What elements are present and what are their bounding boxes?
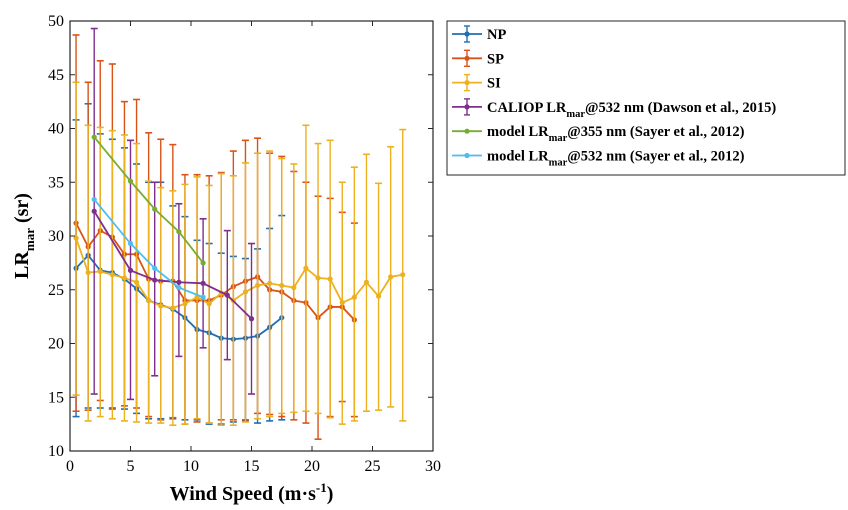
series-5 [91,196,206,300]
data-point [158,303,164,309]
data-point [327,276,333,282]
x-axis-title: Wind Speed (m·s-1) [170,480,334,505]
data-point [127,178,134,184]
x-tick-label: 20 [304,458,320,475]
data-point [400,272,406,278]
y-tick-label: 40 [48,121,64,138]
data-point [388,274,394,280]
data-point [127,267,134,273]
data-point [315,275,321,281]
data-point [152,265,158,271]
data-point [200,260,206,266]
x-tick-label: 15 [244,458,260,475]
x-tick-label: 5 [127,458,135,475]
legend-label: model LRmar@532 nm (Sayer et al., 2012) [487,149,745,169]
y-tick-label: 50 [48,13,64,30]
data-point [254,282,261,289]
data-point [146,297,152,304]
data-point [97,268,103,275]
data-point [182,301,188,307]
legend-label: model LRmar@355 nm (Sayer et al., 2012) [487,124,745,144]
data-point [170,305,176,311]
data-point [351,294,357,300]
legend-swatch-marker [464,55,470,61]
data-point [206,301,212,307]
legend-label: CALIOP LRmar@532 nm (Dawson et al., 2015… [487,100,776,120]
data-point [224,292,230,298]
legend-swatch-marker [464,128,470,134]
data-point [248,316,255,322]
y-tick-label: 25 [48,282,64,299]
y-tick-label: 35 [48,174,64,191]
legend-box [446,20,846,176]
legend-swatch-marker [464,104,470,110]
series-4 [91,134,206,266]
legend-swatch-marker [464,80,470,86]
legend-swatch-marker [464,31,470,37]
data-point [152,277,158,283]
legend-label: NP [487,27,506,43]
data-point [242,289,249,295]
legend-label: SP [487,51,504,67]
axis-ticks [69,20,434,452]
data-point [375,293,382,299]
legend: NP SP SI CALIOP LRmar@532 nm (Dawson et al.… [446,20,846,176]
x-tick-label: 30 [425,458,441,475]
data-point [291,285,297,291]
y-tick-label: 30 [48,228,64,245]
data-point [121,275,128,281]
y-tick-label: 20 [48,336,64,353]
series-1 [72,34,358,440]
x-tick-label: 25 [365,458,381,475]
legend-label: SI [487,76,501,92]
data-point [339,300,345,306]
legend-swatch-marker [464,152,470,159]
data-point [91,196,97,203]
y-tick-label: 45 [48,67,64,84]
plot-area [72,27,407,440]
data-point [127,240,134,247]
x-tick-label: 10 [183,458,199,475]
y-tick-label: 15 [48,389,64,406]
y-axis-title: LRmar (sr) [11,193,37,279]
data-point [85,269,91,276]
data-point [200,280,206,286]
data-point [303,265,309,271]
x-tick-label: 0 [66,458,74,475]
data-point [176,285,182,291]
data-point [176,229,182,235]
data-point [109,272,115,278]
series-2 [72,81,407,427]
data-point [279,282,285,289]
y-tick-label: 10 [48,443,64,460]
data-point [176,279,182,285]
data-point [91,208,97,214]
data-point [133,279,140,285]
axis-tick-labels: 0 5 10 15 20 25 30 10 15 20 25 30 35 40 45 50 [48,13,441,475]
data-point [73,235,79,241]
data-point [152,206,158,212]
series-line [75,222,356,321]
data-point [91,134,97,140]
data-point [200,294,206,300]
data-point [267,280,273,286]
data-point [363,279,370,285]
